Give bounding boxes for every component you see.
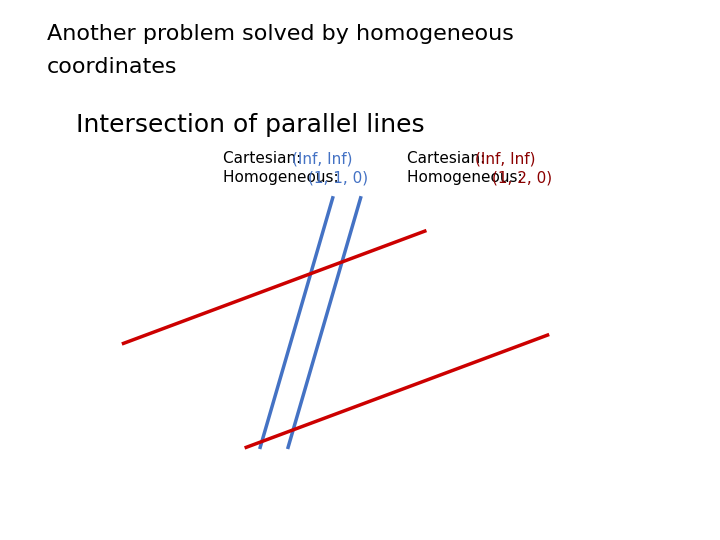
Text: Cartesian:: Cartesian: — [407, 151, 495, 166]
Text: Homogeneous:: Homogeneous: — [407, 170, 532, 185]
Text: coordinates: coordinates — [47, 57, 177, 77]
Text: (1, 2, 0): (1, 2, 0) — [492, 170, 552, 185]
Text: (Inf, Inf): (Inf, Inf) — [292, 151, 352, 166]
Text: (1, 1, 0): (1, 1, 0) — [308, 170, 369, 185]
Text: Another problem solved by homogeneous: Another problem solved by homogeneous — [47, 24, 513, 44]
Text: Intersection of parallel lines: Intersection of parallel lines — [76, 113, 424, 137]
Text: Homogeneous:: Homogeneous: — [223, 170, 348, 185]
Text: Cartesian:: Cartesian: — [223, 151, 311, 166]
Text: (Inf, Inf): (Inf, Inf) — [475, 151, 536, 166]
